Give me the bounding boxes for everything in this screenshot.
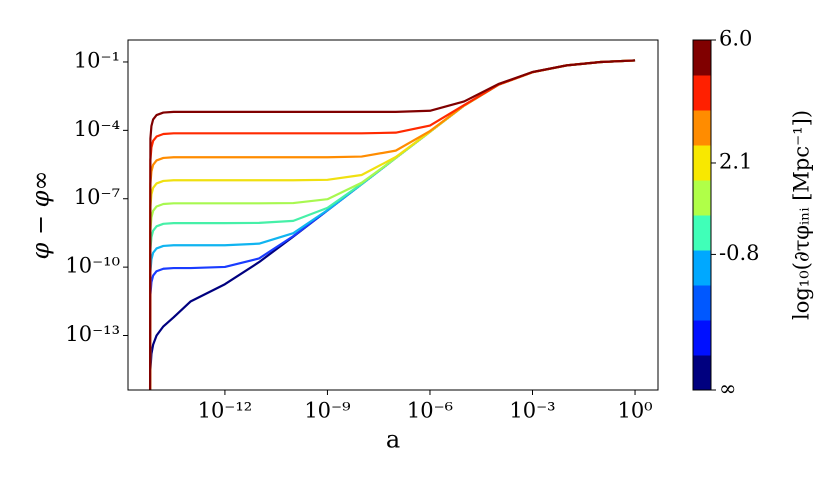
colorbar-band	[693, 180, 711, 216]
x-tick-label: 10⁻⁶	[407, 399, 453, 423]
x-tick-label: 10⁻⁹	[304, 399, 350, 423]
y-tick-label: 10⁻¹⁰	[65, 254, 120, 278]
colorbar-band	[693, 110, 711, 146]
colorbar-tick-label: -0.8	[719, 241, 760, 265]
colorbar-label: log₁₀(∂τφᵢₙᵢ [Mpc⁻¹])	[790, 110, 814, 320]
colorbar-band	[693, 75, 711, 111]
colorbar-band	[693, 215, 711, 251]
colorbar-band	[693, 145, 711, 181]
y-axis-label: φ − φ∞	[27, 171, 55, 260]
plot-frame	[127, 39, 659, 391]
y-tick-label: 10⁻⁴	[74, 117, 120, 141]
colorbar-band	[693, 355, 711, 391]
x-tick-label: 10⁻³	[509, 399, 555, 423]
colorbar-band	[693, 40, 711, 76]
colorbar-band	[693, 285, 711, 321]
series-line	[148, 59, 636, 390]
y-tick-label: 10⁻¹	[74, 48, 120, 72]
colorbar-band	[693, 250, 711, 286]
colorbar-tick-label: ∞	[719, 377, 737, 401]
y-tick-label: 10⁻¹³	[65, 322, 120, 346]
x-axis-label: a	[386, 426, 400, 454]
y-tick-label: 10⁻⁷	[74, 185, 120, 209]
colorbar-tick-label: 6.0	[719, 27, 752, 51]
colorbar-tick-label: 2.1	[719, 149, 752, 173]
x-tick-label: 10⁻¹²	[198, 399, 253, 423]
colorbar-frame	[692, 39, 712, 391]
plot-lines	[148, 59, 636, 390]
colorbar-band	[693, 320, 711, 356]
x-tick-label: 10⁰	[617, 399, 652, 423]
